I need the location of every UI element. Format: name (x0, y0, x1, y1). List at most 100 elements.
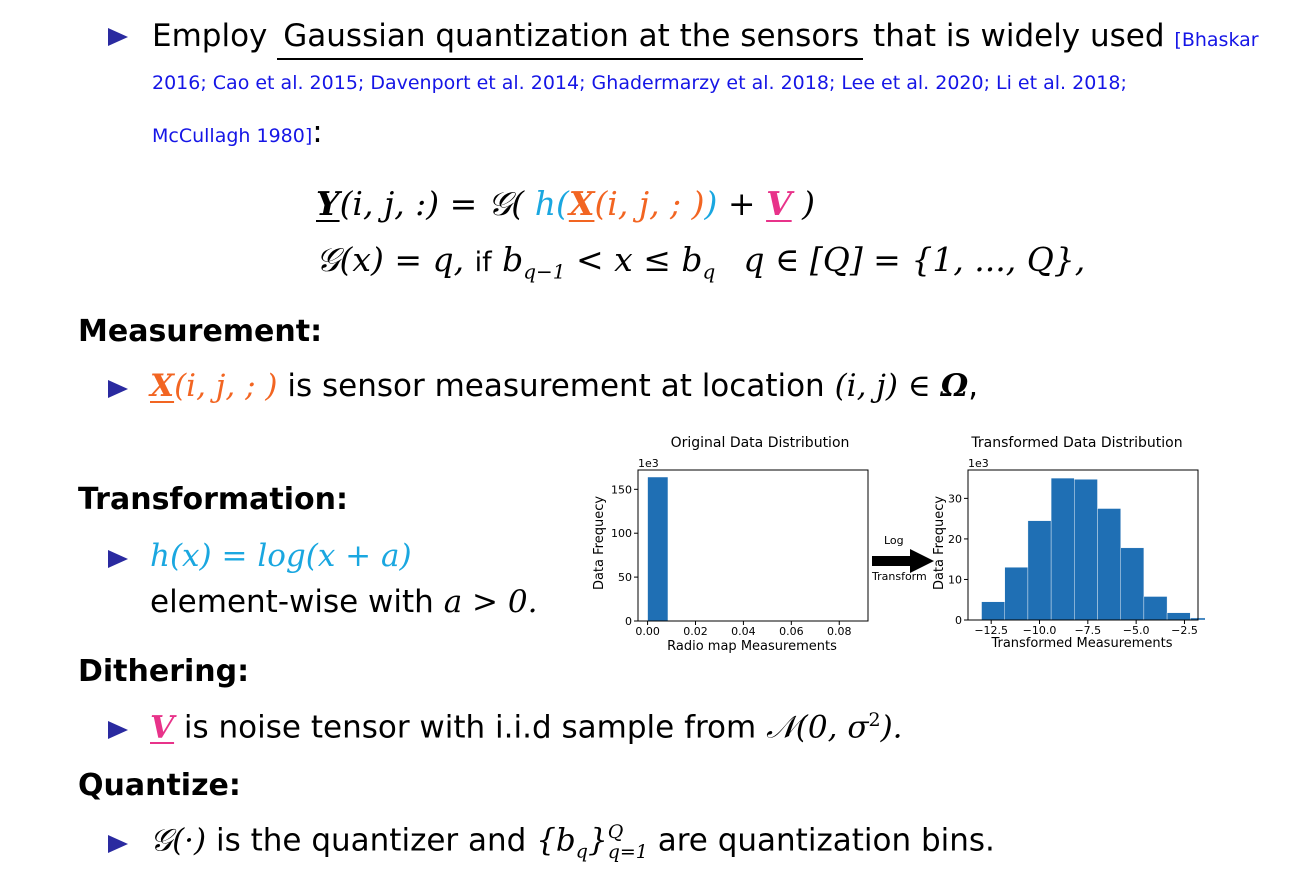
dither-close: ). (880, 709, 903, 746)
meas-comma: , (968, 368, 979, 404)
chart2-bar-4 (1074, 479, 1098, 621)
chart2-bar-2 (1027, 520, 1052, 621)
measurement-line: X(i, j, ; ) is sensor measurement at loc… (150, 368, 978, 404)
chart1-bar-0 (647, 476, 669, 622)
bullet-icon (108, 380, 128, 398)
chart2-xtick-label: −12.5 (974, 624, 1008, 637)
intro-line: Employ Gaussian quantization at the sens… (152, 18, 1259, 60)
eq-args1: (i, j, :) = (339, 184, 488, 223)
eq-G: 𝒢( (487, 184, 525, 223)
meas-X: X (150, 368, 175, 404)
quant-subq: q=1 (607, 841, 648, 863)
bullet-icon (108, 28, 128, 46)
Y-symbol: Y (316, 184, 340, 223)
quant-sub: q (575, 840, 588, 863)
arrow-right-icon (872, 549, 934, 573)
chart1-multiplier: 1e3 (638, 457, 659, 470)
chart2-bar-0 (981, 601, 1005, 621)
chart1-xtick-label: 0.00 (635, 625, 660, 638)
dither-dist: 𝒩(0, σ (766, 709, 869, 746)
chart2-bar-6 (1120, 547, 1145, 621)
quant-close: } (587, 822, 608, 859)
chart2-frame (967, 469, 1199, 621)
log-transform-arrow: Log Transform (868, 532, 938, 592)
eq-X: X (568, 184, 595, 223)
arrow-label-log: Log (884, 534, 904, 547)
eq-V: V (766, 184, 792, 223)
quant-text2: are quantization bins. (657, 822, 995, 859)
equation-line-2: 𝒢(x) = q, if bq−1 < x ≤ bq q ∈ [Q] = {1, … (316, 240, 1085, 284)
dither-sup: 2 (868, 709, 881, 731)
transform-cond: a > 0. (443, 584, 538, 620)
quant-text1: is the quantizer and (215, 822, 527, 859)
quant-set: {b (536, 822, 576, 859)
equation-line-1: Y(i, j, :) = 𝒢( h(X(i, j, ; )) + V ) (316, 184, 815, 224)
transformed-distribution-chart: Transformed Data Distribution 1e3 −12.5 −… (932, 435, 1205, 651)
chart2-xtick-label: −2.5 (1171, 624, 1198, 637)
dithering-heading: Dithering: (78, 654, 250, 689)
chart1-ytick-label: 0 (625, 615, 632, 628)
meas-text: is sensor measurement at location (287, 368, 825, 404)
eq2-sub1: q−1 (523, 259, 566, 284)
meas-args: (i, j, ; ) (174, 368, 278, 404)
quant-supQ: Q (607, 821, 624, 843)
chart2-bar-5 (1097, 508, 1121, 621)
chart1-ytick-label: 50 (618, 571, 632, 584)
chart2-xtick-label: −10.0 (1023, 624, 1057, 637)
chart1-xtick-label: 0.02 (683, 625, 708, 638)
citation-line-2[interactable]: 2016; Cao et al. 2015; Davenport et al. … (152, 72, 1127, 94)
chart2-xtick-label: −5.0 (1123, 624, 1150, 637)
original-distribution-chart: Original Data Distribution 1e3 0.00 0.02 0… (592, 435, 869, 654)
chart1-ytick-label: 150 (611, 483, 632, 496)
eq-close: ) (791, 184, 816, 223)
eq-plus: + (717, 184, 767, 223)
measurement-heading: Measurement: (78, 314, 323, 349)
chart2-xtick-label: −7.5 (1074, 624, 1101, 637)
bullet-icon (108, 721, 128, 739)
transform-text-line: element-wise with a > 0. (150, 584, 537, 620)
chart2-title: Transformed Data Distribution (970, 435, 1182, 451)
chart2-ytick-label: 10 (948, 573, 962, 586)
intro-suffix: that is widely used (873, 18, 1165, 54)
chart1-title: Original Data Distribution (671, 435, 850, 451)
chart2-multiplier: 1e3 (968, 457, 989, 470)
eq2-set: q ∈ [Q] = {1, ..., Q}, (743, 240, 1086, 279)
eq2-lhs: 𝒢(x) = q, (316, 240, 465, 279)
chart2-bar-3 (1050, 477, 1075, 621)
chart1-frame (637, 469, 869, 622)
eq-hclose: ) (704, 184, 718, 223)
meas-loc: (i, j) ∈ (834, 368, 941, 404)
chart2-bar-7 (1143, 596, 1168, 621)
omega-symbol: Ω (940, 368, 969, 404)
eq-h: h( (534, 184, 569, 223)
citation-line-3[interactable]: McCullagh 1980] (152, 125, 313, 147)
chart1-xtick-label: 0.06 (779, 625, 804, 638)
chart2-ytick-label: 30 (948, 492, 962, 505)
chart2-ylabel: Data Frequecy (932, 496, 947, 590)
eq2-if: if (474, 247, 492, 278)
transformation-heading: Transformation: (78, 482, 348, 517)
quant-G: 𝒢(·) (150, 822, 207, 859)
citation-line-3-wrap: McCullagh 1980]: (152, 114, 323, 150)
transform-text: element-wise with (150, 584, 434, 620)
intro-colon: : (312, 114, 323, 150)
chart2-bar-8 (1166, 612, 1191, 621)
chart2-ytick-label: 0 (955, 614, 962, 627)
chart1-ytick-label: 100 (611, 527, 632, 540)
chart2-xlabel: Transformed Measurements (990, 636, 1172, 651)
dither-V: V (150, 709, 175, 746)
intro-underlined: Gaussian quantization at the sensors (277, 20, 864, 60)
quantize-heading: Quantize: (78, 768, 241, 803)
eq2-b: b (502, 240, 524, 279)
eq2-sub2: q (702, 259, 716, 284)
eq-args2: (i, j, ; ) (594, 184, 705, 223)
citation-start[interactable]: [Bhaskar (1174, 29, 1259, 51)
dithering-line: V is noise tensor with i.i.d sample from… (150, 709, 903, 746)
chart1-ylabel: Data Frequecy (592, 496, 607, 590)
bullet-icon (108, 550, 128, 568)
chart2-ytick-label: 20 (948, 533, 962, 546)
dither-text: is noise tensor with i.i.d sample from (183, 709, 757, 746)
transform-formula: h(x) = log(x + a) (150, 538, 412, 574)
chart1-xtick-label: 0.04 (731, 625, 756, 638)
